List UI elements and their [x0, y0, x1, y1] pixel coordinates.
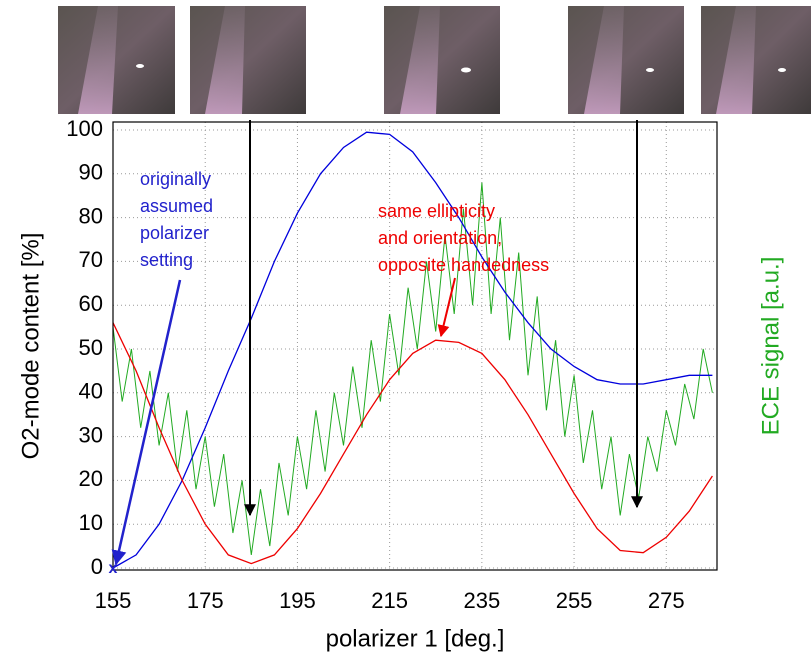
photo [384, 6, 500, 114]
x-tick-label: 255 [556, 588, 593, 613]
series-line [112, 131, 713, 569]
annotation: setting [140, 250, 193, 270]
y-tick-label: 90 [79, 160, 103, 185]
x-tick-label: 195 [279, 588, 316, 613]
y2-axis-label: ECE signal [a.u.] [757, 257, 784, 436]
x-tick-label: 275 [648, 588, 685, 613]
y-tick-label: 70 [79, 247, 103, 272]
y-tick-label: 20 [79, 466, 103, 491]
y-tick-label: 10 [79, 510, 103, 535]
x-tick-label: 155 [95, 588, 132, 613]
annotation: polarizer [140, 223, 209, 243]
y-tick-label: 50 [79, 335, 103, 360]
photo [568, 6, 684, 114]
series-line [112, 182, 713, 555]
y-tick-label: 100 [66, 116, 103, 141]
x-tick-label: 215 [371, 588, 408, 613]
y-tick-label: 40 [79, 379, 103, 404]
x-axis-label: polarizer 1 [deg.] [326, 625, 505, 652]
annotation: originally [140, 169, 211, 189]
y-tick-label: 60 [79, 291, 103, 316]
y-tick-label: 0 [91, 554, 103, 579]
photo [701, 6, 811, 114]
y-tick-label: 80 [79, 203, 103, 228]
arrow [111, 279, 182, 566]
photo [58, 6, 175, 114]
y-tick-label: 30 [79, 422, 103, 447]
annotation: assumed [140, 196, 213, 216]
annotation: opposite handedness [378, 255, 549, 275]
plot-frame [112, 121, 718, 571]
photo [190, 6, 306, 114]
y-axis-label: O2-mode content [%] [17, 233, 44, 460]
series-line [112, 322, 713, 565]
marker: x [109, 560, 118, 577]
annotation: and orientation, [378, 228, 502, 248]
arrow [437, 277, 456, 338]
x-tick-label: 235 [463, 588, 500, 613]
plot [112, 122, 717, 570]
annotation: same ellipticity [378, 201, 495, 221]
photos [58, 6, 811, 114]
x-tick-label: 175 [187, 588, 224, 613]
